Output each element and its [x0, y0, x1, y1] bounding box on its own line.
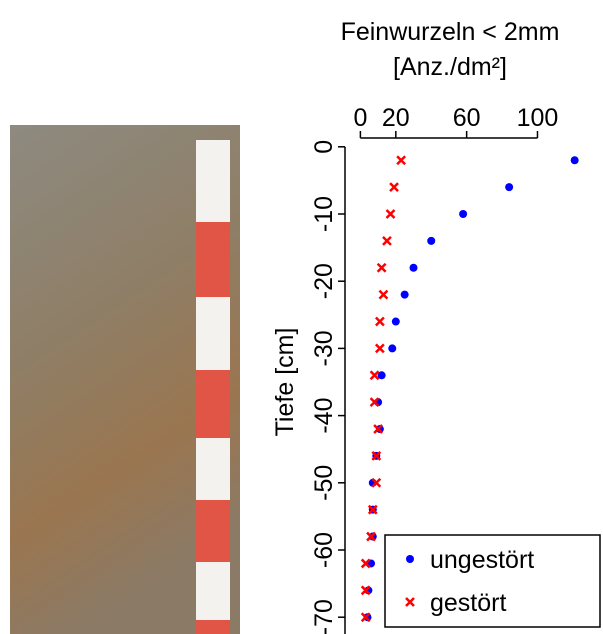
soil-photo	[10, 125, 240, 634]
y-tick-label: -50	[310, 465, 338, 501]
point	[379, 291, 387, 299]
y-tick-label: -30	[310, 330, 338, 366]
y-tick-label: -10	[310, 196, 338, 232]
point	[376, 344, 384, 352]
x-tick-label: 100	[517, 104, 559, 132]
point	[410, 264, 418, 272]
point	[371, 371, 379, 379]
chart-title: Feinwurzeln < 2mm	[341, 18, 560, 46]
y-tick-label: -40	[310, 398, 338, 434]
y-tick-label: 0	[310, 140, 338, 154]
legend-label: gestört	[430, 589, 506, 617]
point	[376, 318, 384, 326]
point	[392, 318, 400, 326]
figure: Feinwurzeln < 2mm [Anz./dm²] Tiefe [cm] …	[0, 0, 603, 634]
x-tick-label: 20	[382, 104, 410, 132]
legend-marker	[406, 555, 414, 563]
point	[505, 183, 513, 191]
y-tick-label: -20	[310, 263, 338, 299]
point	[397, 156, 405, 164]
point	[388, 344, 396, 352]
point	[459, 210, 467, 218]
y-axis-label: Tiefe [cm]	[271, 328, 299, 437]
x-tick-label: 60	[453, 104, 481, 132]
point	[387, 210, 395, 218]
point	[383, 237, 391, 245]
point	[571, 156, 579, 164]
point	[390, 183, 398, 191]
point	[401, 291, 409, 299]
point	[427, 237, 435, 245]
legend-label: ungestört	[430, 546, 534, 574]
y-tick-label: -70	[310, 599, 338, 634]
y-tick-label: -60	[310, 532, 338, 568]
point	[378, 264, 386, 272]
x-tick-label: 0	[353, 104, 367, 132]
chart-subtitle: [Anz./dm²]	[393, 53, 507, 81]
